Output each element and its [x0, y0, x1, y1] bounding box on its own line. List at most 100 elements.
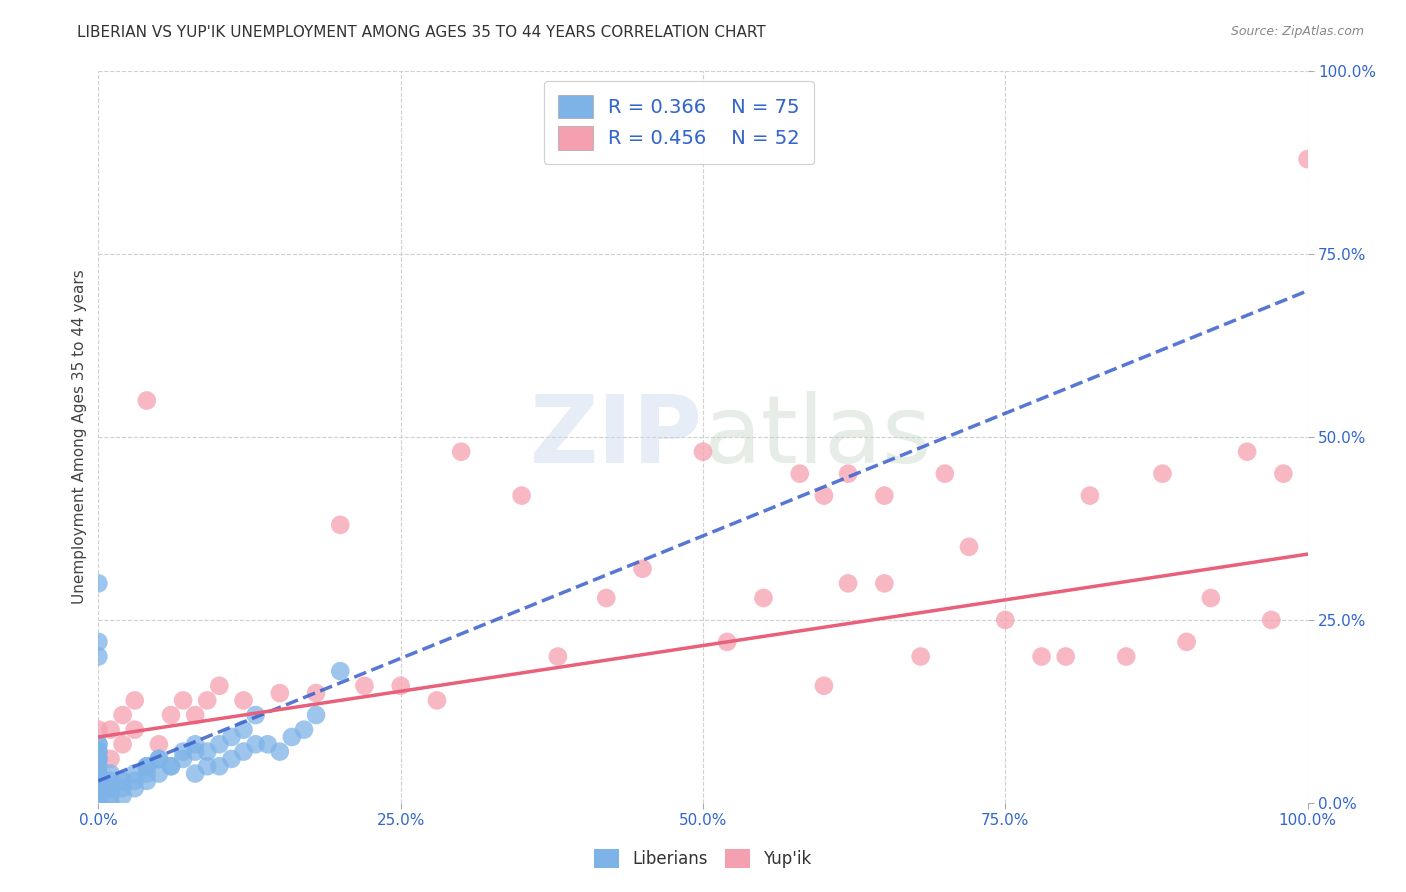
Point	[87, 759, 110, 773]
Legend: Liberians, Yup'ik: Liberians, Yup'ik	[588, 843, 818, 875]
Point	[148, 752, 170, 766]
Point	[195, 745, 218, 759]
Point	[100, 796, 122, 810]
Point	[195, 759, 218, 773]
Point	[87, 759, 110, 773]
Point	[510, 489, 533, 503]
Point	[813, 679, 835, 693]
Point	[1054, 649, 1077, 664]
Point	[87, 752, 110, 766]
Point	[305, 708, 328, 723]
Point	[184, 737, 207, 751]
Point	[148, 737, 170, 751]
Point	[269, 745, 291, 759]
Point	[232, 723, 254, 737]
Point	[87, 796, 110, 810]
Point	[124, 766, 146, 780]
Point	[1236, 444, 1258, 458]
Point	[87, 796, 110, 810]
Point	[87, 576, 110, 591]
Point	[87, 781, 110, 796]
Point	[1115, 649, 1137, 664]
Point	[111, 789, 134, 803]
Point	[111, 708, 134, 723]
Point	[172, 693, 194, 707]
Point	[353, 679, 375, 693]
Point	[100, 781, 122, 796]
Point	[100, 723, 122, 737]
Point	[124, 723, 146, 737]
Point	[87, 773, 110, 788]
Point	[1175, 635, 1198, 649]
Point	[100, 773, 122, 788]
Point	[208, 737, 231, 751]
Point	[160, 759, 183, 773]
Point	[305, 686, 328, 700]
Point	[1296, 152, 1319, 166]
Point	[837, 576, 859, 591]
Point	[87, 752, 110, 766]
Point	[87, 773, 110, 788]
Point	[87, 796, 110, 810]
Point	[135, 393, 157, 408]
Point	[184, 708, 207, 723]
Point	[184, 745, 207, 759]
Point	[426, 693, 449, 707]
Point	[87, 796, 110, 810]
Point	[873, 489, 896, 503]
Point	[957, 540, 980, 554]
Point	[100, 766, 122, 780]
Point	[1260, 613, 1282, 627]
Point	[789, 467, 811, 481]
Point	[87, 781, 110, 796]
Point	[87, 789, 110, 803]
Point	[124, 773, 146, 788]
Point	[910, 649, 932, 664]
Point	[269, 686, 291, 700]
Point	[148, 766, 170, 780]
Point	[87, 723, 110, 737]
Point	[87, 773, 110, 788]
Point	[87, 737, 110, 751]
Point	[184, 766, 207, 780]
Point	[837, 467, 859, 481]
Text: ZIP: ZIP	[530, 391, 703, 483]
Point	[87, 796, 110, 810]
Point	[329, 664, 352, 678]
Point	[135, 773, 157, 788]
Point	[873, 576, 896, 591]
Point	[221, 730, 243, 744]
Point	[994, 613, 1017, 627]
Point	[631, 562, 654, 576]
Point	[450, 444, 472, 458]
Point	[87, 766, 110, 780]
Point	[245, 737, 267, 751]
Point	[595, 591, 617, 605]
Point	[87, 789, 110, 803]
Point	[111, 737, 134, 751]
Point	[87, 649, 110, 664]
Point	[135, 759, 157, 773]
Point	[329, 517, 352, 532]
Point	[87, 745, 110, 759]
Point	[1078, 489, 1101, 503]
Point	[87, 766, 110, 780]
Point	[87, 766, 110, 780]
Y-axis label: Unemployment Among Ages 35 to 44 years: Unemployment Among Ages 35 to 44 years	[72, 269, 87, 605]
Point	[111, 773, 134, 788]
Point	[245, 708, 267, 723]
Point	[1199, 591, 1222, 605]
Text: LIBERIAN VS YUP'IK UNEMPLOYMENT AMONG AGES 35 TO 44 YEARS CORRELATION CHART: LIBERIAN VS YUP'IK UNEMPLOYMENT AMONG AG…	[77, 25, 766, 40]
Point	[195, 693, 218, 707]
Point	[208, 759, 231, 773]
Legend: R = 0.366    N = 75, R = 0.456    N = 52: R = 0.366 N = 75, R = 0.456 N = 52	[544, 81, 814, 163]
Point	[232, 745, 254, 759]
Point	[221, 752, 243, 766]
Point	[124, 781, 146, 796]
Point	[1031, 649, 1053, 664]
Point	[1272, 467, 1295, 481]
Point	[124, 693, 146, 707]
Point	[100, 752, 122, 766]
Point	[87, 789, 110, 803]
Point	[281, 730, 304, 744]
